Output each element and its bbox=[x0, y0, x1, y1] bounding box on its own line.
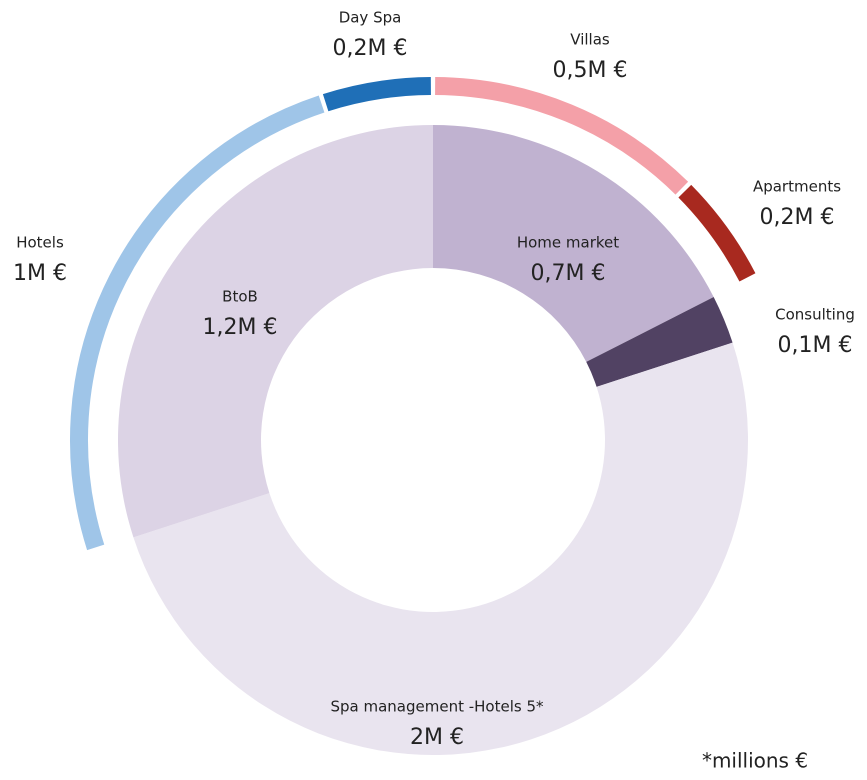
outer-arc bbox=[678, 184, 756, 282]
segment-name: Villas bbox=[570, 31, 610, 49]
segment-name: Apartments bbox=[753, 178, 841, 196]
segment-name: Home market bbox=[517, 234, 619, 252]
segment-name: Consulting bbox=[775, 306, 855, 324]
segment-name: BtoB bbox=[222, 288, 258, 306]
outer-arc bbox=[70, 95, 325, 551]
value-label: 0,1M € bbox=[778, 333, 853, 358]
value-label: 1,2M € bbox=[203, 315, 278, 340]
outer-arc bbox=[435, 77, 689, 195]
segment-name: Hotels bbox=[16, 234, 64, 252]
value-label: 0,2M € bbox=[333, 36, 408, 61]
outer-arc bbox=[322, 77, 432, 112]
value-label: 1M € bbox=[13, 261, 67, 286]
segment-name: Spa management -Hotels 5* bbox=[330, 698, 544, 716]
donut-segment bbox=[133, 342, 749, 755]
donut-segment bbox=[117, 125, 433, 538]
value-label: 0,7M € bbox=[531, 261, 606, 286]
footnote: *millions € bbox=[702, 749, 808, 773]
donut-segment bbox=[586, 296, 733, 387]
donut-segment bbox=[433, 125, 714, 362]
segment-name: Day Spa bbox=[339, 9, 402, 27]
value-label: 2M € bbox=[410, 725, 464, 750]
value-label: 0,2M € bbox=[760, 205, 835, 230]
value-label: 0,5M € bbox=[553, 58, 628, 83]
